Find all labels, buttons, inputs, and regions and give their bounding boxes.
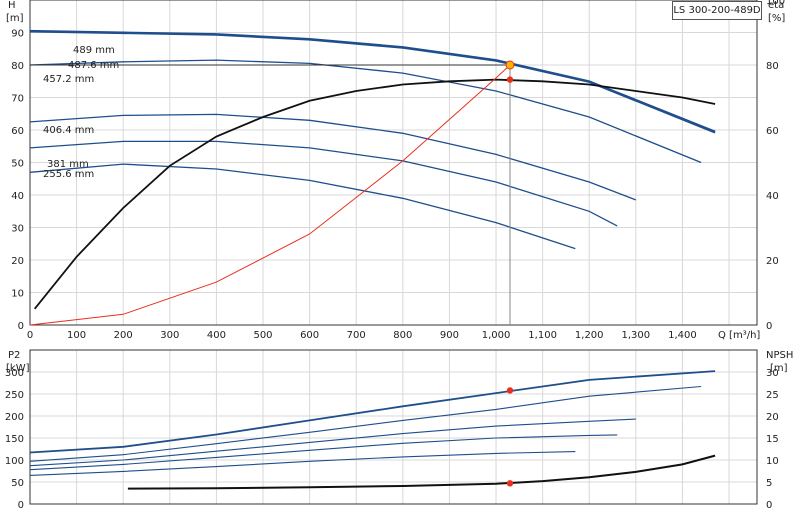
duty-point-npsh-marker (506, 480, 514, 487)
head-curve (29, 59, 702, 164)
flow-tick-label: 1,000 (482, 330, 511, 341)
npsh-tick-label: 5 (766, 478, 772, 489)
duty-point-markers (30, 60, 515, 487)
power-tick-label: 50 (11, 478, 24, 489)
npsh-axis-title: NPSH (766, 350, 793, 361)
power-tick-label: 100 (5, 456, 24, 467)
flow-axis-label: Q [m³/h] (718, 330, 760, 341)
axes (29, 0, 758, 505)
head-tick-label: 80 (11, 61, 24, 72)
flow-tick-label: 100 (67, 330, 86, 341)
flow-tick-label: 0 (27, 330, 33, 341)
flow-tick-label: 800 (393, 330, 412, 341)
duty-point-head-marker (505, 60, 515, 70)
eta-tick-label: 40 (766, 191, 779, 202)
head-tick-label: 90 (11, 29, 24, 40)
npsh-tick-label: 30 (766, 368, 779, 379)
npsh-tick-label: 20 (766, 412, 779, 423)
power-grid (30, 350, 757, 504)
flow-tick-label: 1,100 (528, 330, 557, 341)
eta-axis-unit: [%] (768, 13, 785, 24)
curve-label-487-6: 487.6 mm (68, 60, 119, 71)
npsh-axis-unit: [m] (770, 363, 788, 374)
npsh-curve (127, 454, 716, 490)
head-tick-label: 30 (11, 224, 24, 235)
eta-tick-label: 0 (766, 321, 772, 332)
head-tick-label: 0 (18, 321, 24, 332)
head-curve (29, 163, 576, 250)
power-tick-label: 200 (5, 412, 24, 423)
flow-tick-label: 1,400 (668, 330, 697, 341)
eta-tick-label: 60 (766, 126, 779, 137)
power-plot-frame (29, 349, 758, 505)
model-label: LS 300-200-489D (672, 1, 762, 20)
flow-tick-label: 300 (160, 330, 179, 341)
power-curves (29, 370, 716, 490)
flow-tick-label: 1,300 (622, 330, 651, 341)
head-axis-title: H (8, 0, 16, 11)
head-axis-unit: [m] (6, 13, 24, 24)
npsh-tick-label: 10 (766, 456, 779, 467)
npsh-tick-label: 25 (766, 390, 779, 401)
head-curve (29, 30, 716, 134)
power-curve (29, 385, 702, 462)
eta-axis-title: eta (768, 0, 784, 11)
head-tick-label: 50 (11, 159, 24, 170)
power-curve (29, 418, 636, 467)
curve-label-457-2: 457.2 mm (43, 74, 94, 85)
power-axis-title: P2 (8, 350, 20, 361)
curve-label-489: 489 mm (73, 45, 115, 56)
flow-tick-label: 400 (207, 330, 226, 341)
power-axis-unit: [kW] (6, 363, 30, 374)
curve-label-406-4: 406.4 mm (43, 125, 94, 136)
power-tick-label: 300 (5, 368, 24, 379)
npsh-tick-label: 0 (766, 500, 772, 511)
head-tick-label: 10 (11, 289, 24, 300)
head-curve (29, 113, 637, 201)
power-tick-label: 250 (5, 390, 24, 401)
power-tick-label: 0 (18, 500, 24, 511)
eta-tick-label: 20 (766, 256, 779, 267)
curve-label-255-6: 255.6 mm (43, 169, 94, 180)
duty-point-power-marker (506, 387, 514, 394)
npsh-tick-label: 15 (766, 434, 779, 445)
duty-point-eta-marker (506, 76, 514, 83)
system-curve (29, 64, 511, 326)
head-tick-label: 20 (11, 256, 24, 267)
head-tick-label: 70 (11, 94, 24, 105)
power-curve (29, 451, 576, 476)
head-plot-frame (29, 0, 758, 326)
flow-tick-label: 1,200 (575, 330, 604, 341)
power-curve (29, 434, 618, 471)
power-tick-label: 150 (5, 434, 24, 445)
head-curve (29, 140, 618, 227)
head-curves (29, 29, 716, 326)
head-tick-label: 40 (11, 191, 24, 202)
flow-tick-label: 700 (347, 330, 366, 341)
efficiency-curve (33, 78, 716, 310)
eta-tick-label: 100 (766, 0, 785, 7)
flow-tick-label: 900 (440, 330, 459, 341)
power-curve (29, 370, 716, 454)
eta-tick-label: 80 (766, 61, 779, 72)
head-tick-label: 60 (11, 126, 24, 137)
flow-tick-label: 200 (114, 330, 133, 341)
curve-label-381: 381 mm (47, 159, 89, 170)
head-grid (30, 0, 757, 325)
flow-tick-label: 600 (300, 330, 319, 341)
flow-tick-label: 500 (253, 330, 272, 341)
